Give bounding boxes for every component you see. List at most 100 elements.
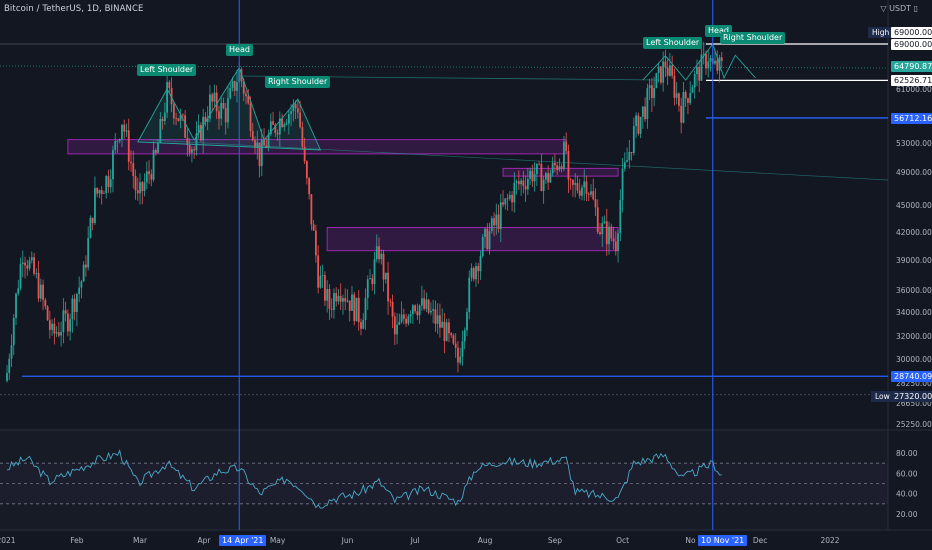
candle-body-290 [657,66,660,74]
candle-body-86 [197,124,200,134]
candle-body-170 [387,272,389,302]
candle-body-202 [459,356,462,363]
candle-body-232 [526,178,529,190]
candle-body-30 [71,298,74,320]
candle-body-43 [100,190,103,194]
low-label: Low [871,391,894,402]
price-tick-1: 61000.00 [896,85,932,94]
candle-body-27 [64,310,67,314]
candle-body-154 [351,294,353,311]
candle-body-102 [233,81,236,91]
candle-body-247 [560,166,563,169]
candle-body-36 [85,264,87,268]
candle-body-267 [605,221,608,245]
candle-body-151 [344,298,347,302]
blue-level-tag: 56712.16 [891,113,932,124]
candle-body-81 [186,137,189,146]
candle-body-100 [229,87,232,99]
candle-body-77 [177,118,180,121]
candle-body-211 [479,255,482,272]
candle-body-259 [587,193,590,195]
candle-body-163 [371,278,374,285]
date-highlight-1: 14 Apr '21 [219,535,267,546]
chart-title: Bitcoin / TetherUS, 1D, BINANCE [4,4,144,14]
candle-body-56 [130,161,132,164]
candle-body-225 [511,194,513,203]
candle-body-242 [549,173,552,183]
rsi-panel [0,449,888,509]
candle-body-178 [405,318,407,324]
candle-body-134 [305,161,308,179]
candle-body-268 [608,226,610,245]
candle-body-144 [328,289,331,309]
candle-body-302 [684,92,687,99]
last-price-tag: 64790.87 [891,61,932,72]
time-tick-1: Feb [70,536,84,545]
candle-body-162 [369,278,371,280]
candle-body-243 [551,162,554,174]
candle-body-152 [346,300,349,302]
candle-body-216 [490,218,493,232]
candle-body-168 [382,253,385,280]
high-label: High [868,27,894,38]
candle-body-187 [425,299,428,309]
candle-body-34 [80,281,83,288]
resistance-zones [67,139,619,252]
candle-body-283 [641,106,644,117]
support-level-tag: 28740.09 [891,371,932,382]
candle-body-89 [204,116,207,123]
candle-body-169 [384,272,387,280]
time-tick-0: 2021 [0,536,16,545]
left-shoulder-label-1[interactable]: Left Shoulder [137,64,197,76]
candle-body-233 [529,170,532,179]
candle-body-286 [648,85,651,89]
candle-body-57 [132,163,135,177]
right-shoulder-label-2[interactable]: Right Shoulder [720,32,786,44]
currency-label[interactable]: ▽ USDT ▯ [880,4,918,13]
candle-body-183 [416,311,419,316]
candle-body-253 [574,183,577,185]
candle-body-2 [8,358,11,373]
horizontal-levels [0,43,889,396]
candle-body-28 [66,313,69,332]
candle-body-190 [432,309,435,311]
candle-body-103 [236,82,238,91]
candle-body-171 [389,301,392,303]
candle-body-138 [315,230,317,256]
candle-body-236 [535,163,538,175]
candle-body-114 [260,139,263,167]
candle-body-167 [380,253,383,260]
candle-body-227 [515,181,518,183]
candle-body-47 [109,179,112,188]
candle-body-32 [75,293,78,313]
candle-body-304 [689,93,692,103]
right-shoulder-label-1[interactable]: Right Shoulder [265,76,331,88]
candle-body-191 [434,309,437,324]
head-label-1[interactable]: Head [226,44,253,56]
candle-body-288 [653,87,656,98]
candle-body-117 [267,134,270,148]
candle-body-307 [696,66,698,75]
candle-body-258 [585,181,588,194]
candle-body-91 [209,94,211,119]
candle-body-315 [714,60,716,64]
candle-body-68 [157,142,159,153]
candle-body-200 [454,343,457,348]
candle-body-80 [184,115,187,138]
trendline-lower [149,139,889,181]
candle-body-217 [493,218,495,226]
candle-body-245 [556,165,559,170]
candle-body-52 [121,124,123,140]
candle-body-282 [639,116,642,134]
candle-body-131 [299,112,302,128]
left-shoulder-label-2[interactable]: Left Shoulder [643,37,703,49]
candle-body-93 [213,92,216,102]
candle-body-113 [258,142,261,167]
candle-body-44 [103,193,105,194]
candle-body-309 [700,54,703,81]
candle-body-203 [461,341,464,357]
price-tick-7: 36000.00 [896,286,932,295]
candle-body-67 [154,149,157,153]
candle-body-127 [290,111,293,115]
